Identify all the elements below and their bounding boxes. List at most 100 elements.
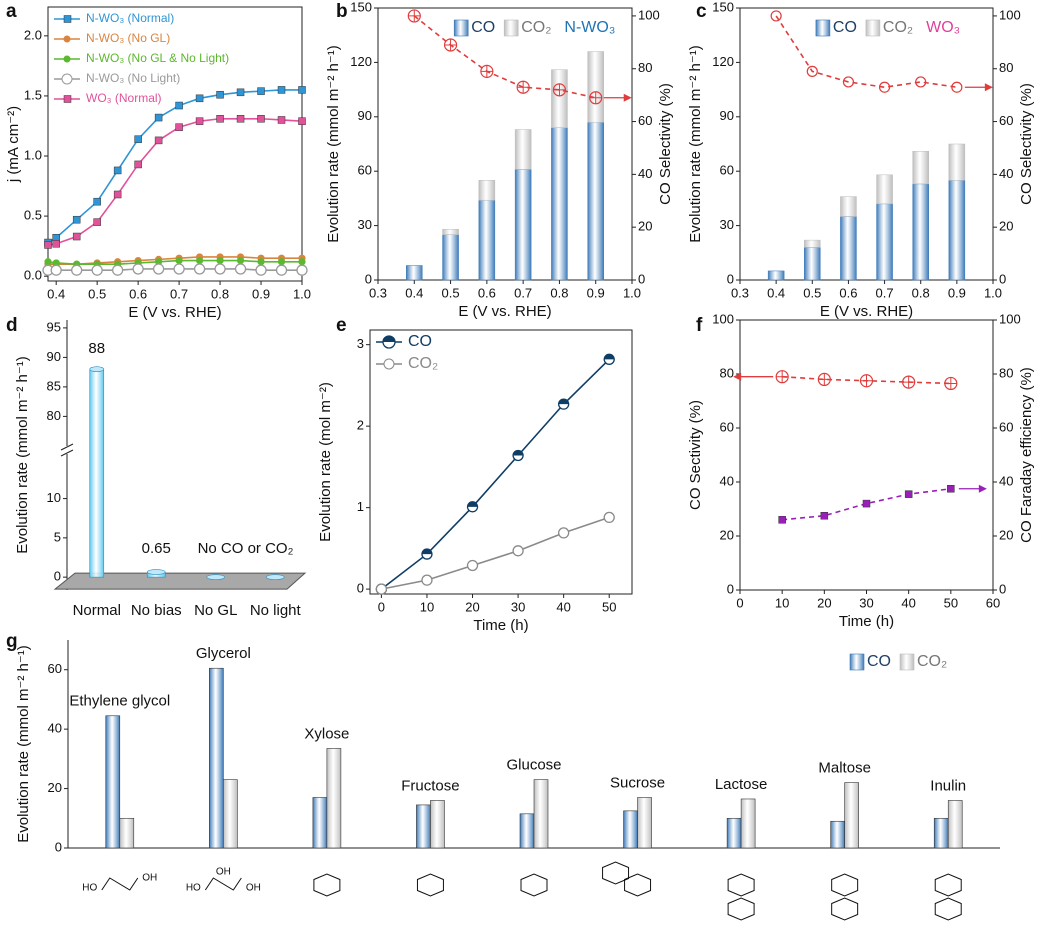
x-tick-label: 0.4 <box>47 286 65 301</box>
y2-axis-label: CO Selectivity (%) <box>1018 83 1035 205</box>
legend-label: N-WO₃ (No GL) <box>86 31 170 45</box>
marker-cross <box>818 373 831 386</box>
legend-label: WO₃ (Normal) <box>86 91 162 105</box>
legend-label: CO₂ <box>408 355 438 372</box>
marker <box>842 76 855 88</box>
y-tick-label: 90 <box>47 349 61 364</box>
bar-segment <box>804 239 821 248</box>
x-tick-label: 0 <box>378 599 385 614</box>
y-tick-label: 40 <box>720 473 734 488</box>
bar-segment <box>912 151 929 185</box>
x-tick-label: 1.0 <box>623 285 641 300</box>
y2-tick-label: 100 <box>999 7 1021 22</box>
legend-swatch <box>899 653 915 671</box>
arrow-head <box>623 93 632 102</box>
structure-label: OH <box>142 873 157 884</box>
structure-ring <box>520 873 548 897</box>
x-tick-label: 0.5 <box>803 285 821 300</box>
marker <box>52 239 60 248</box>
y-tick-label: 120 <box>712 54 734 69</box>
x-tick-label: 0.6 <box>478 285 496 300</box>
series-line <box>47 117 303 246</box>
y-tick-label: 40 <box>48 721 62 736</box>
structure-ring <box>934 897 962 921</box>
marker-cross <box>860 374 873 387</box>
bar <box>623 810 638 849</box>
y2-tick-label: 100 <box>638 7 660 22</box>
marker <box>175 123 183 131</box>
legend-label: CO <box>833 19 857 36</box>
marker <box>277 116 286 124</box>
y-tick-label: 90 <box>358 108 372 123</box>
marker <box>72 232 81 241</box>
arrow-head <box>984 83 993 92</box>
panel-letter: c <box>696 1 707 22</box>
legend-label: N-WO₃ (Normal) <box>86 11 174 25</box>
x-axis-label: E (V vs. RHE) <box>128 304 221 321</box>
plot-frame <box>739 7 994 281</box>
marker <box>91 264 103 276</box>
bar <box>519 813 535 849</box>
bar <box>223 779 238 849</box>
marker <box>154 136 163 145</box>
legend-marker <box>61 73 73 85</box>
bar-cap <box>206 574 226 580</box>
legend-swatch <box>453 19 469 37</box>
marker <box>152 263 165 275</box>
bar-segment <box>551 69 568 128</box>
x-tick-label: 1.0 <box>984 285 1002 300</box>
marker <box>216 90 224 99</box>
legend-marker-half <box>383 336 395 342</box>
x-tick-label: 0.9 <box>252 286 270 301</box>
y-tick-label: 2.0 <box>24 27 42 42</box>
y2-tick-label: 80 <box>999 60 1013 75</box>
y2-tick-label: 60 <box>999 113 1013 128</box>
bar-segment <box>876 203 893 281</box>
y-axis-label: CO Sectivity (%) <box>687 400 704 510</box>
x-tick-label: 0.9 <box>587 285 605 300</box>
legend-label: CO <box>471 19 495 36</box>
marker <box>134 135 142 143</box>
marker <box>298 258 306 266</box>
y-tick-label: 1.0 <box>24 147 42 162</box>
marker <box>216 256 224 265</box>
legend-swatch <box>849 653 865 671</box>
structure-bond <box>101 877 139 891</box>
structure-label: OH <box>246 883 261 894</box>
x-tick-label: 0.6 <box>129 286 147 301</box>
marker <box>111 264 124 276</box>
panel-label: N-WO₃ <box>564 19 615 36</box>
legend-swatch <box>503 19 519 37</box>
marker <box>375 583 388 595</box>
legend-swatch <box>815 19 831 37</box>
structure-bond <box>204 877 242 891</box>
x-tick-label: 60 <box>986 595 1000 610</box>
marker <box>466 559 479 572</box>
y2-tick-label: 20 <box>999 527 1013 542</box>
marker <box>132 263 144 275</box>
x-tick-label: 0.8 <box>550 285 568 300</box>
y2-tick-label: 40 <box>638 166 652 181</box>
y-tick-label: 0 <box>55 839 62 854</box>
marker <box>72 215 81 224</box>
marker <box>236 88 245 97</box>
marker <box>878 81 891 93</box>
structure-ring <box>416 873 444 897</box>
y-tick-label: 1 <box>357 499 364 514</box>
x-tick-label: 0.6 <box>839 285 857 300</box>
annotation: No CO or CO₂ <box>198 540 294 557</box>
x-tick-label: 50 <box>944 595 958 610</box>
axis-break <box>60 443 74 457</box>
x-tick-label: 0.3 <box>731 285 749 300</box>
y-tick-label: 95 <box>47 319 61 334</box>
bar <box>740 798 756 849</box>
legend-label: CO <box>408 333 432 350</box>
y2-tick-label: 20 <box>638 219 652 234</box>
series-line <box>47 89 302 244</box>
y-tick-label: 60 <box>358 163 372 178</box>
x-tick-label: 0 <box>736 595 743 610</box>
y-tick-label: 0 <box>357 581 364 596</box>
bar <box>533 779 549 849</box>
floor <box>53 572 307 590</box>
